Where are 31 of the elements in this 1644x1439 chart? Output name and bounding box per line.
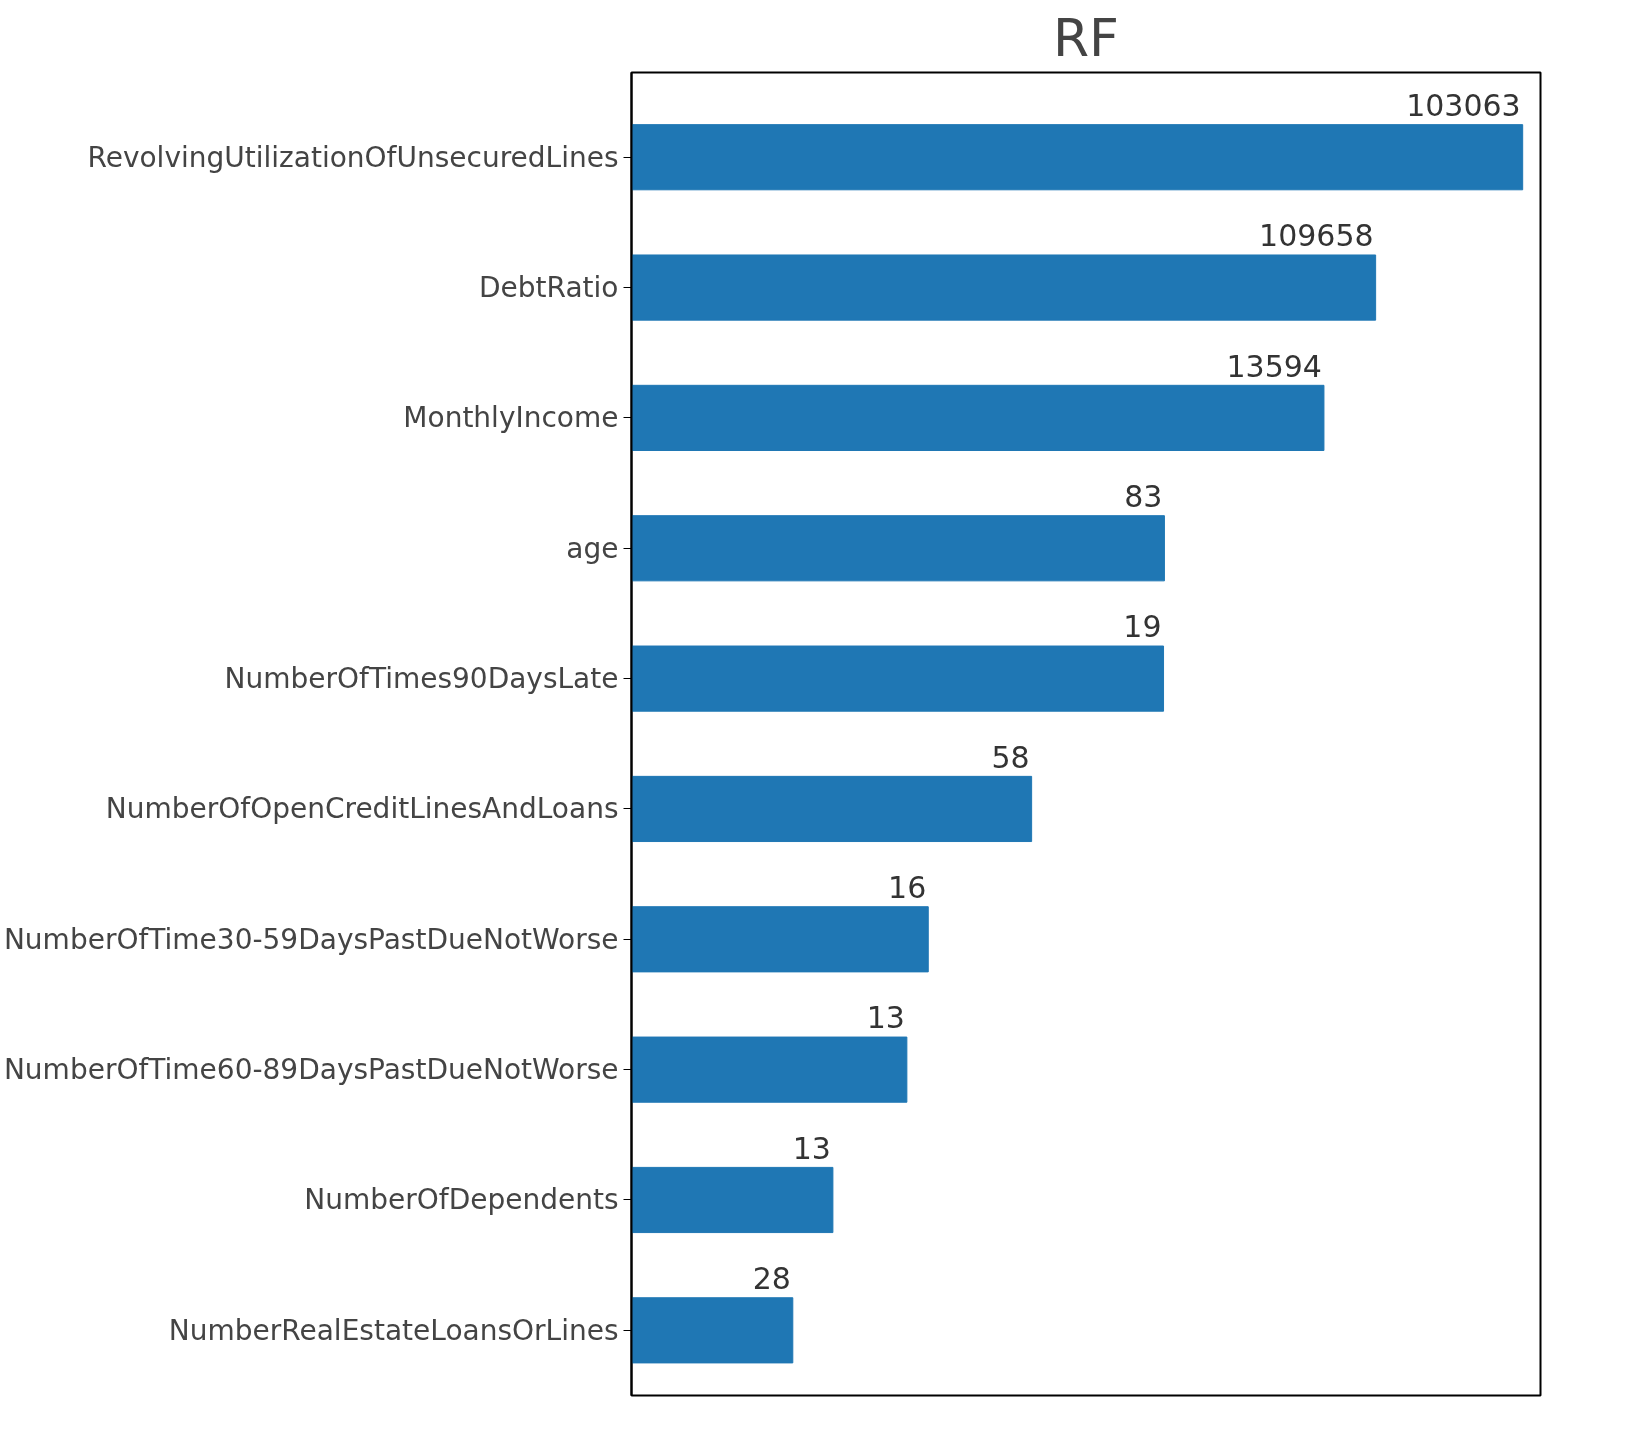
bar xyxy=(631,384,1325,451)
y-tick-label: NumberOfTime30-59DaysPastDueNotWorse xyxy=(3,922,619,956)
y-tick-label: DebtRatio xyxy=(479,271,619,305)
chart-title: RF xyxy=(1052,7,1120,68)
annotation: 13 xyxy=(792,1130,831,1166)
y-tick-label: NumberOfDependents xyxy=(304,1183,619,1217)
annotation: 13 xyxy=(866,1000,905,1036)
annotation: 103063 xyxy=(1406,88,1521,124)
bar xyxy=(631,1166,834,1234)
annotation: 19 xyxy=(1123,609,1162,645)
bar xyxy=(631,1036,908,1103)
annotation: 109658 xyxy=(1259,218,1374,254)
bar xyxy=(631,515,1165,582)
y-tick-label: NumberOfOpenCreditLinesAndLoans xyxy=(105,792,619,826)
y-tick-label: age xyxy=(566,531,619,565)
annotation: 58 xyxy=(991,739,1030,775)
annotation: 16 xyxy=(888,870,927,906)
annotation: 13594 xyxy=(1226,348,1322,384)
y-tick-label: NumberOfTime60-89DaysPastDueNotWorse xyxy=(3,1053,619,1087)
y-tick-label: NumberOfTimes90DaysLate xyxy=(224,662,619,696)
bar xyxy=(631,254,1377,321)
y-tick-label: NumberRealEstateLoansOrLines xyxy=(168,1313,619,1347)
bar xyxy=(631,645,1165,712)
annotation: 83 xyxy=(1124,479,1163,515)
y-tick-label: MonthlyIncome xyxy=(403,401,619,435)
bar xyxy=(631,775,1033,843)
bar xyxy=(631,124,1524,191)
bar xyxy=(631,1297,794,1364)
y-tick-label: RevolvingUtilizationOfUnsecuredLines xyxy=(87,140,619,174)
annotation: 28 xyxy=(752,1261,791,1297)
bar xyxy=(631,906,929,973)
